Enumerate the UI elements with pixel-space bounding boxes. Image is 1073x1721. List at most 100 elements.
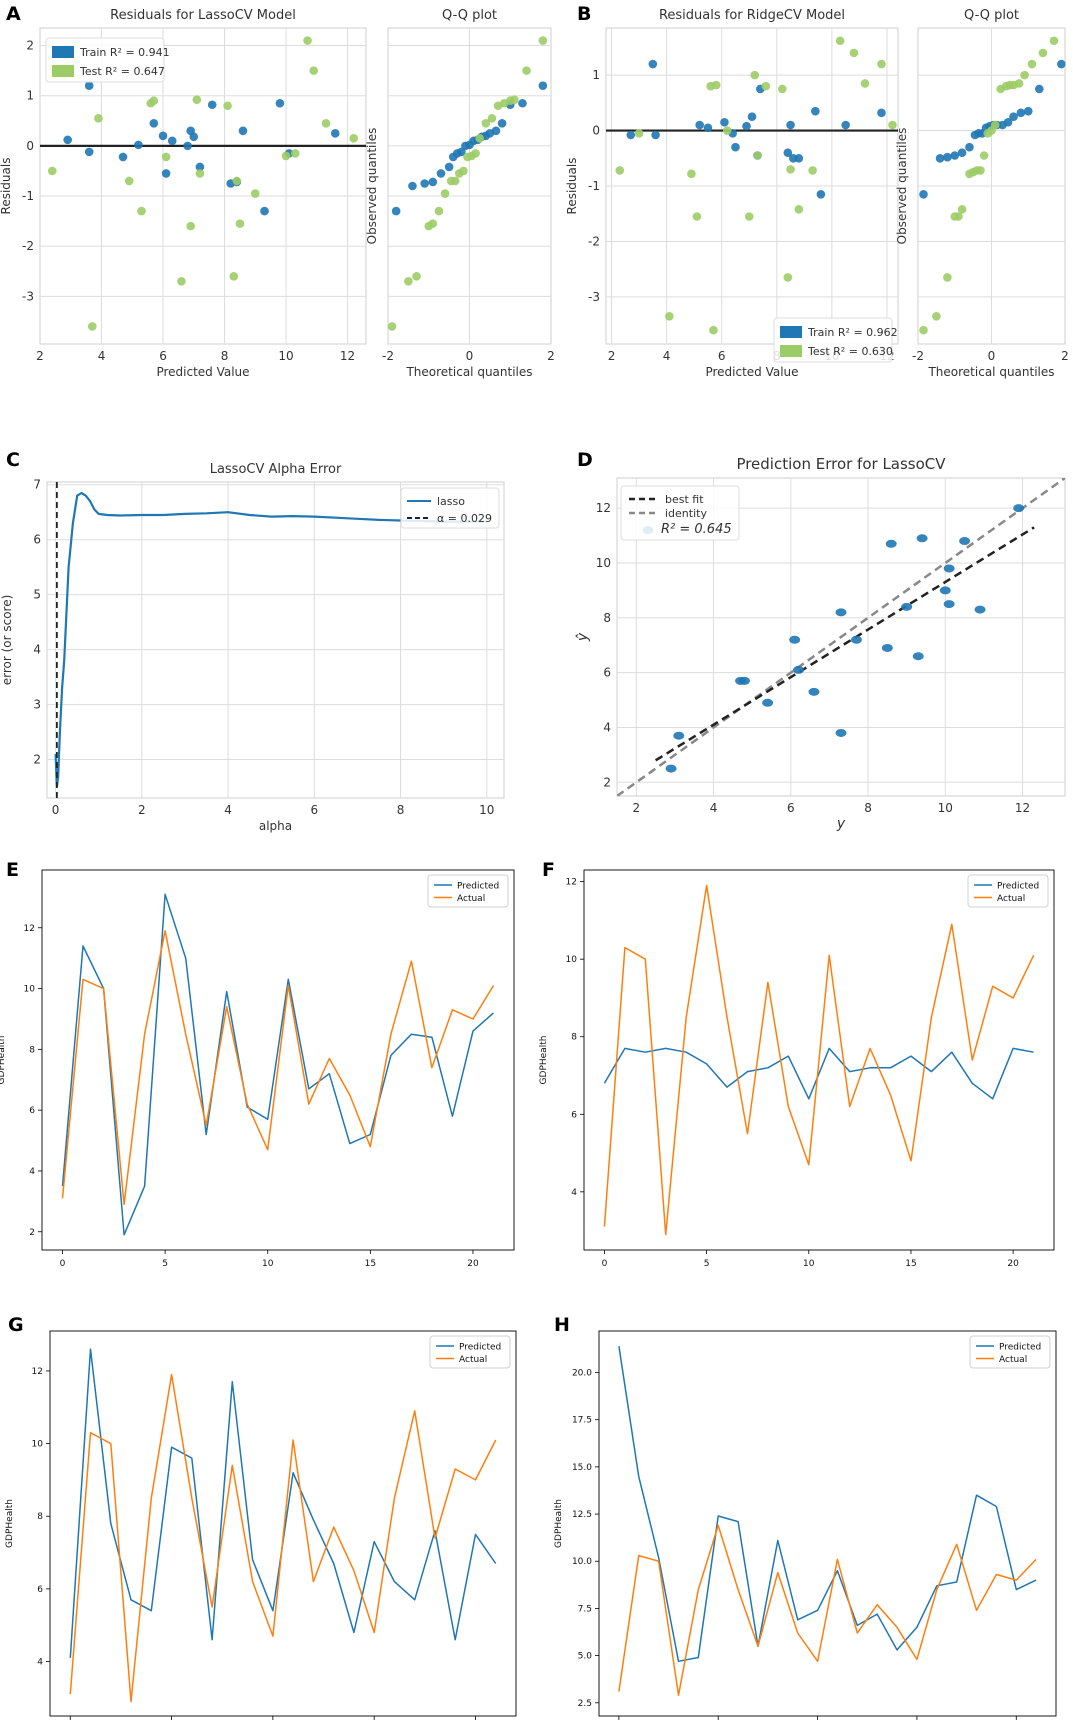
y-tick-label: 0 (26, 139, 34, 153)
test-qq-point (1049, 36, 1059, 46)
prediction-point (885, 539, 897, 548)
y-axis-label: Observed quantiles (895, 128, 909, 245)
test-qq-point (1038, 48, 1048, 58)
train-point (149, 119, 159, 128)
x-tick-label: 10 (938, 801, 953, 815)
y-tick-label: 12 (24, 924, 35, 934)
train-qq-point (497, 119, 507, 128)
train-qq-point (1003, 117, 1013, 127)
prediction-point (943, 564, 955, 573)
test-point (192, 95, 202, 105)
panel-label-e: E (6, 859, 19, 881)
y-tick-label: 3 (33, 698, 41, 712)
test-point (860, 79, 870, 88)
y-tick-label: 8 (571, 1033, 577, 1043)
panel-label-h: H (554, 1314, 570, 1336)
test-point (835, 36, 845, 46)
panel-label-b: B (577, 3, 591, 25)
train-qq-point (538, 81, 548, 90)
x-tick-label: 5 (162, 1259, 168, 1269)
test-point (709, 325, 718, 335)
train-point (330, 129, 340, 138)
train-point (811, 106, 820, 116)
legend-label: Actual (457, 894, 485, 904)
legend-box (967, 874, 1049, 908)
x-tick-label: 2 (36, 349, 44, 363)
train-qq-point (420, 179, 429, 188)
test-point (186, 221, 195, 231)
x-tick-label: 4 (663, 349, 671, 363)
panel-label-f: F (542, 859, 555, 881)
legend-label: lasso (437, 495, 465, 508)
predicted-line (603, 1047, 1034, 1100)
test-qq-point (481, 119, 491, 128)
prediction-point (939, 586, 951, 595)
y-tick-label: -3 (22, 289, 34, 303)
chart-title: Q-Q plot (442, 8, 497, 23)
train-point (877, 108, 886, 118)
legend-r2-value: 0.630 (861, 345, 893, 358)
train-point (695, 120, 704, 130)
x-axis-label: Theoretical quantiles (405, 365, 532, 379)
legend-label: identity (665, 507, 707, 520)
test-point (778, 84, 787, 94)
test-qq-point (434, 206, 444, 216)
y-tick-label: 10 (566, 955, 578, 965)
y-tick-label: 5.0 (578, 1652, 593, 1662)
test-point (309, 66, 319, 75)
train-qq-point (518, 98, 527, 108)
train-qq-point (436, 169, 446, 178)
prediction-point (835, 608, 847, 617)
x-tick-label: 5 (704, 1259, 710, 1269)
train-point (238, 126, 248, 136)
y-tick-label: 10 (24, 985, 36, 995)
test-point (177, 277, 186, 286)
test-qq-point (932, 311, 941, 321)
train-qq-point (1009, 112, 1018, 122)
y-axis-label: Observed quantiles (365, 128, 379, 245)
train-qq-point (491, 126, 501, 136)
train-qq-point (391, 206, 401, 216)
train-qq-point (935, 153, 945, 163)
x-tick-label: 20 (1007, 1259, 1019, 1269)
chart-f: 0 5 10 15 20 4 6 8 10 12 GDPHealth Predicted Actual (539, 869, 1055, 1269)
legend-entry-test: Test R² = 0.630 (807, 345, 893, 358)
train-qq-point (943, 152, 952, 162)
test-point (232, 176, 242, 186)
test-point (711, 80, 721, 90)
x-tick-label: 2 (608, 349, 616, 363)
y-axis-label: GDPHealth (539, 1036, 549, 1085)
test-point (48, 166, 57, 176)
test-point (665, 311, 674, 321)
train-qq-point (950, 151, 960, 160)
y-tick-label: 6 (571, 1110, 577, 1120)
prediction-point (835, 728, 847, 737)
chart-h: 051015202.55.07.510.012.515.017.520.0GDP… (554, 1330, 1057, 1720)
prediction-point (943, 600, 955, 609)
test-point (692, 212, 702, 221)
train-point (275, 98, 285, 108)
train-point (816, 190, 826, 199)
test-point (250, 189, 260, 198)
test-point (321, 119, 331, 128)
plot-area (49, 1330, 517, 1717)
test-point (223, 101, 232, 111)
chart-e: 0 5 10 15 20 2 4 6 8 10 12 GDPHealth Predicted Actual (0, 869, 515, 1269)
chart-d: 2 4 6 8 10 12 2 4 6 8 10 12 Prediction Error for Las… (575, 455, 1066, 832)
prediction-point (808, 687, 820, 696)
y-tick-label: -3 (588, 290, 600, 304)
legend-entry-train: Train R² = 0.962 (807, 326, 898, 339)
test-point (808, 166, 817, 175)
x-tick-label: 6 (787, 801, 795, 815)
legend: Predicted Actual (429, 1335, 511, 1369)
legend-label: α = 0.029 (437, 512, 492, 525)
chart-b-qq: -2 0 2 Q-Q plot Theoretical quantiles Observe… (895, 8, 1069, 379)
test-point (722, 126, 732, 135)
test-point (149, 96, 159, 106)
train-point (134, 140, 143, 150)
legend-label: Train (807, 326, 834, 339)
legend-swatch-train (52, 46, 74, 58)
y-tick-label: 0 (592, 124, 600, 138)
legend-r2-value: 0.941 (138, 46, 170, 59)
